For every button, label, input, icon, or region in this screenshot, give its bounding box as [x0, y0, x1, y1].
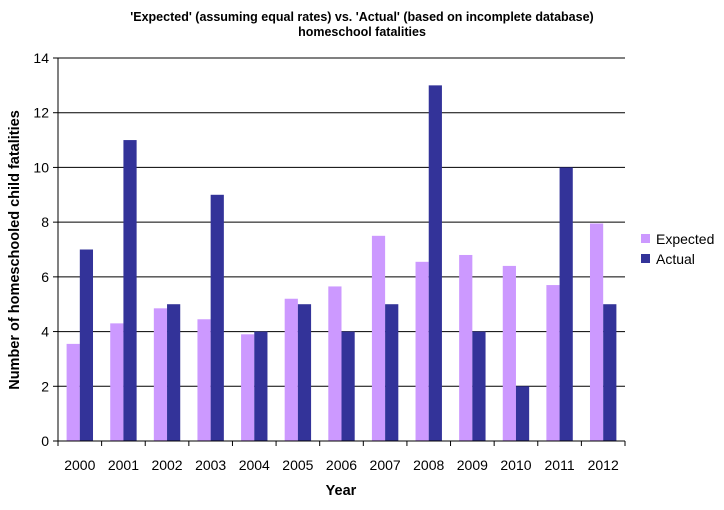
- bar-expected-2004: [241, 334, 255, 441]
- x-tick-label: 2011: [545, 457, 575, 473]
- x-tick-labels: 2000 2001 2002 2003 2004 2005 2006 2007 2008 2009…: [64, 457, 619, 473]
- legend: Expected Actual: [641, 231, 714, 267]
- chart-title-line2: homeschool fatalities: [298, 25, 426, 39]
- legend-swatch-expected: [641, 234, 650, 243]
- y-tick-label: 10: [33, 159, 49, 175]
- x-axis-label: Year: [326, 483, 357, 499]
- x-tick-label: 2002: [151, 457, 182, 473]
- x-tick-label: 2007: [370, 457, 401, 473]
- bar-expected-2012: [589, 223, 604, 441]
- x-tick-label: 2004: [239, 457, 270, 473]
- bar-actual-2008: [428, 85, 442, 441]
- x-tick-label: 2005: [282, 457, 313, 473]
- bar-expected-2011: [546, 285, 560, 441]
- y-tick-label: 6: [41, 269, 49, 285]
- x-tick-label: 2009: [457, 457, 488, 473]
- bar-expected-2009: [459, 254, 473, 441]
- bar-actual-2006: [341, 331, 355, 441]
- x-tick-label: 2008: [413, 457, 444, 473]
- legend-swatch-actual: [641, 254, 650, 263]
- bar-actual-2003: [210, 194, 224, 441]
- y-axis-label: Number of homeschooled child fatalities: [7, 110, 23, 390]
- legend-label-expected: Expected: [656, 231, 714, 247]
- bar-expected-2005: [284, 298, 298, 441]
- legend-label-actual: Actual: [656, 251, 695, 267]
- bar-actual-2010: [515, 386, 530, 441]
- x-tick-label: 2010: [500, 457, 531, 473]
- y-tick-label: 12: [33, 105, 49, 121]
- x-tick-label: 2001: [108, 457, 139, 473]
- x-tick-label: 2006: [326, 457, 357, 473]
- gridlines: [58, 57, 625, 387]
- y-tick-label: 4: [41, 324, 49, 340]
- axes: [53, 57, 626, 446]
- bar-actual-2009: [472, 331, 486, 441]
- chart-title-line1: 'Expected' (assuming equal rates) vs. 'A…: [130, 10, 593, 24]
- bar-expected-2003: [197, 319, 211, 441]
- bar-expected-2000: [66, 343, 80, 441]
- bar-actual-2012: [603, 304, 617, 441]
- y-tick-labels: 0 2 4 6 8 10 12 14: [33, 50, 49, 449]
- bar-expected-2008: [415, 261, 429, 441]
- bars: [66, 85, 617, 442]
- bar-actual-2005: [297, 304, 312, 441]
- bar-expected-2001: [110, 323, 124, 441]
- x-tick-label: 2000: [64, 457, 95, 473]
- y-tick-label: 14: [33, 50, 49, 66]
- bar-actual-2011: [559, 167, 573, 441]
- bar-expected-2002: [153, 308, 168, 441]
- bar-actual-2000: [79, 249, 94, 441]
- bar-actual-2001: [123, 140, 137, 442]
- bar-actual-2002: [167, 304, 181, 441]
- bar-expected-2006: [328, 286, 342, 441]
- bar-actual-2007: [385, 304, 399, 441]
- x-tick-label: 2012: [588, 457, 619, 473]
- bar-actual-2004: [254, 331, 268, 441]
- bar-expected-2010: [502, 265, 516, 441]
- x-tick-label: 2003: [195, 457, 226, 473]
- y-tick-label: 0: [41, 433, 49, 449]
- bar-expected-2007: [371, 235, 386, 441]
- y-tick-label: 8: [41, 214, 49, 230]
- y-tick-label: 2: [41, 378, 49, 394]
